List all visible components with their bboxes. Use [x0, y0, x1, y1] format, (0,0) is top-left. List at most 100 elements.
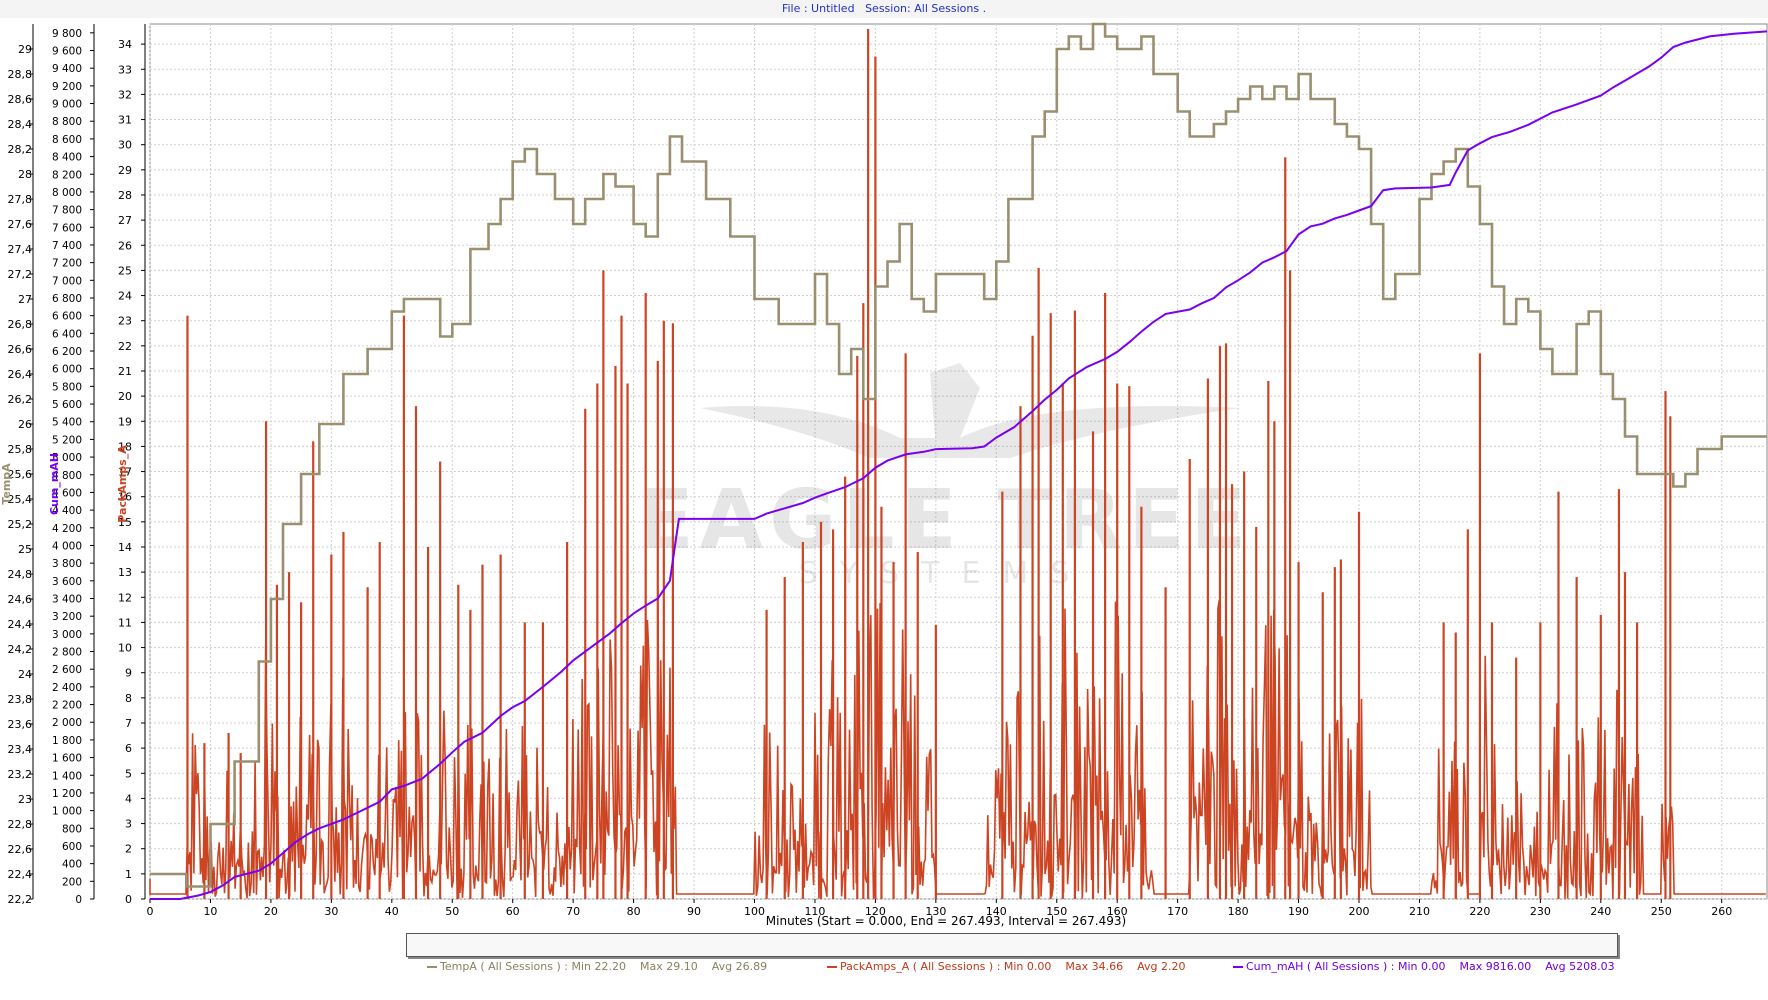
x-tick-label: 10	[203, 905, 217, 918]
x-tick-label: 230	[1530, 905, 1551, 918]
temp-tick-label: 29	[18, 43, 32, 56]
amps-tick-label: 27	[118, 214, 132, 227]
mah-tick-label: 7 800	[52, 205, 82, 217]
x-tick-label: 30	[324, 905, 338, 918]
x-tick-label: 200	[1349, 905, 1370, 918]
amps-tick-label: 20	[118, 390, 132, 403]
temp-tick-label: 25,8	[8, 443, 33, 456]
legend-swatch-icon	[427, 966, 437, 968]
temp-tick-label: 22,4	[8, 868, 33, 881]
mah-tick-label: 7 600	[52, 222, 82, 234]
mah-tick-label: 5 800	[52, 381, 82, 393]
x-tick-label: 40	[385, 905, 399, 918]
amps-tick-label: 4	[125, 792, 132, 805]
mah-tick-label: 5 600	[52, 399, 82, 411]
mah-tick-label: 3 400	[52, 593, 82, 605]
amps-tick-label: 25	[118, 264, 132, 277]
temp-tick-label: 27,8	[8, 193, 33, 206]
mah-tick-label: 1 000	[52, 806, 82, 818]
temp-tick-label: 25,4	[8, 493, 33, 506]
mah-tick-label: 7 000	[52, 275, 82, 287]
amps-tick-label: 6	[125, 742, 132, 755]
temp-tick-label: 27,4	[8, 243, 33, 256]
plot-area	[149, 23, 1768, 900]
mah-tick-label: 9 000	[52, 99, 82, 111]
mah-tick-label: 1 600	[52, 753, 82, 765]
x-tick-label: 210	[1409, 905, 1430, 918]
mah-tick-label: 8 600	[52, 134, 82, 146]
amps-tick-label: 0	[125, 893, 132, 906]
mah-tick-label: 8 200	[52, 169, 82, 181]
mah-tick-label: 3 600	[52, 576, 82, 588]
amps-tick-label: 31	[118, 114, 132, 127]
amps-tick-label: 2	[125, 843, 132, 856]
amps-tick-label: 22	[118, 340, 132, 353]
temp-tick-label: 28,2	[8, 143, 33, 156]
mah-tick-label: 800	[62, 823, 82, 835]
temp-tick-label: 26,4	[8, 368, 33, 381]
legend-swatch-icon	[1233, 966, 1243, 968]
temp-tick-label: 23,8	[8, 693, 33, 706]
amps-tick-label: 16	[118, 491, 132, 504]
mah-axis-title: Cum_mAH	[48, 453, 61, 515]
mah-tick-label: 2 600	[52, 664, 82, 676]
temp-tick-label: 28,6	[8, 93, 33, 106]
amps-axis-title: PackAmps_A	[116, 445, 129, 523]
temp-tick-label: 27,2	[8, 268, 33, 281]
legend: TempA ( All Sessions ) : Min 22.20 Max 29…	[406, 933, 1618, 973]
amps-tick-label: 14	[118, 541, 132, 554]
amps-tick-label: 1	[125, 868, 132, 881]
temp-tick-label: 22,8	[8, 818, 33, 831]
amps-tick-label: 23	[118, 315, 132, 328]
mah-tick-label: 5 200	[52, 434, 82, 446]
mah-tick-label: 1 200	[52, 788, 82, 800]
mah-tick-label: 4 000	[52, 540, 82, 552]
amps-tick-label: 12	[118, 591, 132, 604]
temp-tick-label: 27	[18, 293, 32, 306]
amps-tick-label: 11	[118, 616, 132, 629]
temp-tick-label: 28	[18, 168, 32, 181]
amps-tick-label: 24	[118, 290, 132, 303]
legend-swatch-icon	[827, 966, 837, 968]
mah-tick-label: 8 000	[52, 187, 82, 199]
temp-tick-label: 23,4	[8, 743, 33, 756]
amps-tick-label: 21	[118, 365, 132, 378]
mah-tick-label: 400	[62, 859, 82, 871]
packamps-line	[149, 600, 1766, 900]
x-tick-label: 140	[986, 905, 1007, 918]
x-tick-label: 150	[1046, 905, 1067, 918]
x-tick-label: 110	[804, 905, 825, 918]
amps-tick-label: 10	[118, 642, 132, 655]
amps-tick-label: 18	[118, 440, 132, 453]
x-tick-label: 130	[925, 905, 946, 918]
temp-tick-label: 26	[18, 418, 32, 431]
amps-tick-label: 3	[125, 818, 132, 831]
temp-tick-label: 24	[18, 668, 32, 681]
temp-tick-label: 22,2	[8, 893, 33, 906]
temp-tick-label: 24,4	[8, 618, 33, 631]
mah-tick-label: 6 600	[52, 311, 82, 323]
temp-tick-label: 28,8	[8, 68, 33, 81]
mah-tick-label: 4 800	[52, 470, 82, 482]
temp-tick-label: 23,2	[8, 768, 33, 781]
mah-tick-label: 6 200	[52, 346, 82, 358]
temp-tick-label: 25	[18, 543, 32, 556]
mah-tick-label: 8 400	[52, 152, 82, 164]
mah-tick-label: 5 000	[52, 452, 82, 464]
amps-tick-label: 7	[125, 717, 132, 730]
mah-tick-label: 3 200	[52, 611, 82, 623]
x-tick-label: 120	[865, 905, 886, 918]
legend-item-tempa: TempA ( All Sessions ) : Min 22.20 Max 29…	[413, 934, 767, 1000]
mah-tick-label: 6 000	[52, 364, 82, 376]
mah-tick-label: 5 400	[52, 417, 82, 429]
x-tick-label: 260	[1711, 905, 1732, 918]
mah-tick-label: 2 000	[52, 717, 82, 729]
temp-tick-label: 25,6	[8, 468, 33, 481]
mah-tick-label: 3 000	[52, 629, 82, 641]
temp-tick-label: 23,6	[8, 718, 33, 731]
mah-tick-label: 7 200	[52, 258, 82, 270]
mah-tick-label: 0	[75, 894, 82, 906]
amps-tick-label: 9	[125, 667, 132, 680]
x-tick-label: 180	[1228, 905, 1249, 918]
temp-tick-label: 26,6	[8, 343, 33, 356]
